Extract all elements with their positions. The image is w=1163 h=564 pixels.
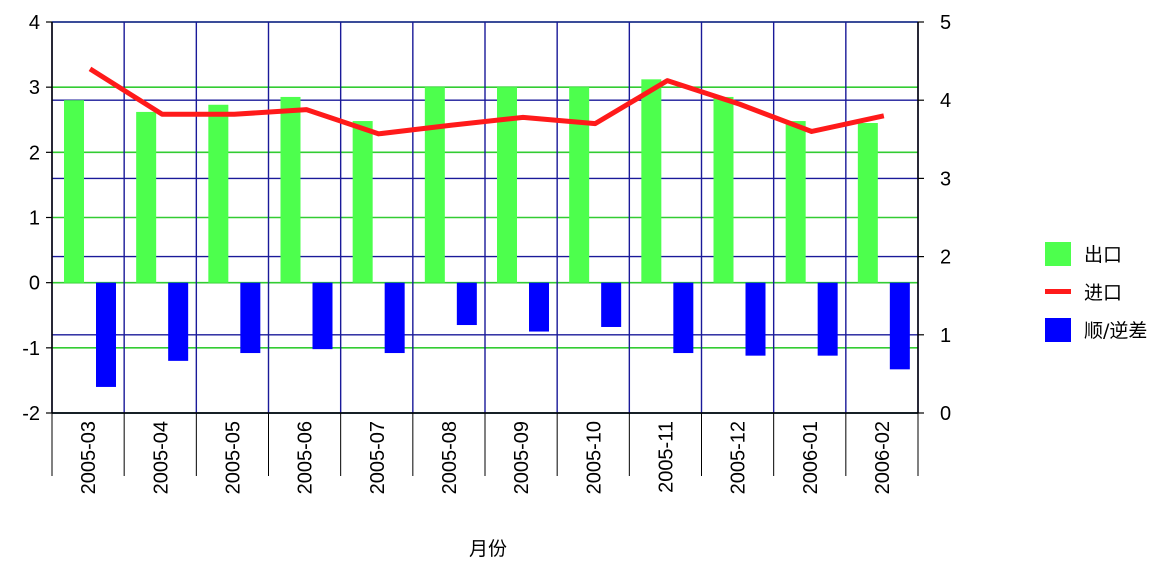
- bar-出口-2005-03: [64, 100, 84, 283]
- line-进口: [88, 66, 885, 137]
- bar-顺/逆差-2005-11: [673, 282, 694, 354]
- x-tick-label: 2005-04: [150, 421, 172, 494]
- bar-顺/逆差-2006-01: [817, 282, 838, 356]
- bar-顺/逆差-2005-12: [745, 282, 766, 356]
- y-tick-label-left: -2: [22, 403, 40, 425]
- bar-出口-2005-12: [713, 96, 734, 283]
- bar-出口-2005-08: [424, 87, 445, 283]
- y-tick-label-right: 0: [940, 403, 951, 425]
- bar-出口-2005-06: [280, 96, 301, 283]
- bar-出口-2005-10: [569, 87, 590, 283]
- bar-顺/逆差-2005-06: [312, 282, 333, 350]
- legend-swatch-进口: [1045, 289, 1071, 294]
- x-tick-label: 2005-11: [655, 421, 677, 493]
- bar-顺/逆差-2005-05: [240, 282, 261, 354]
- y-tick-label-right: 2: [940, 247, 951, 269]
- bar-出口-2006-01: [785, 121, 806, 283]
- y-tick-label-left: -1: [22, 338, 40, 360]
- y-tick-label-right: 3: [940, 168, 951, 190]
- x-tick-label: 2005-10: [583, 421, 605, 494]
- bar-出口-2005-07: [352, 121, 373, 283]
- bar-顺/逆差-2005-09: [529, 282, 549, 332]
- x-tick-label: 2006-01: [800, 421, 822, 494]
- x-tick-label: 2005-07: [367, 421, 389, 494]
- x-tick-label: 2006-02: [872, 421, 894, 494]
- x-tick-label: 2005-12: [728, 421, 750, 494]
- legend-label-进口: 进口: [1084, 282, 1122, 304]
- x-axis-label: 月份: [469, 538, 507, 560]
- x-tick-label: 2005-09: [511, 421, 533, 494]
- bar-出口-2005-09: [497, 87, 517, 283]
- y-tick-label-right: 1: [940, 325, 951, 347]
- y-tick-label-left: 3: [29, 77, 40, 99]
- bars: [64, 79, 910, 387]
- x-tick-label: 2005-06: [295, 421, 317, 494]
- y-tick-label-left: 4: [29, 12, 40, 34]
- bar-出口-2006-02: [857, 123, 878, 283]
- legend-swatch-出口: [1045, 242, 1071, 266]
- x-ticks: 2005-03 2005-04 2005-05 2005-06 2005-07 2005-…: [78, 421, 894, 494]
- legend-swatch-顺/逆差: [1045, 318, 1071, 342]
- bar-顺/逆差-2005-07: [384, 282, 405, 354]
- bar-顺/逆差-2005-03: [96, 282, 116, 387]
- y-ticks-left: 4 3 2 1 0 -1 -2: [22, 12, 52, 425]
- line-series: [88, 66, 885, 137]
- legend-label-出口: 出口: [1084, 244, 1122, 266]
- bar-顺/逆差-2006-02: [889, 282, 910, 370]
- y-tick-label-left: 1: [29, 208, 40, 230]
- y-ticks-right: 5 4 3 2 1 0: [918, 12, 951, 425]
- y-tick-label-left: 2: [29, 142, 40, 164]
- y-tick-label-right: 5: [940, 12, 951, 34]
- y-tick-label-right: 4: [940, 90, 951, 112]
- bar-出口-2005-11: [641, 79, 662, 283]
- legend-label-顺/逆差: 顺/逆差: [1084, 320, 1147, 342]
- bar-顺/逆差-2005-10: [601, 282, 622, 327]
- bar-顺/逆差-2005-08: [456, 282, 477, 326]
- bar-顺/逆差-2005-04: [168, 282, 189, 361]
- x-tick-label: 2005-08: [439, 421, 461, 494]
- bar-出口-2005-05: [208, 104, 229, 283]
- x-tick-label: 2005-03: [78, 421, 100, 494]
- bar-出口-2005-04: [136, 111, 157, 283]
- y-tick-label-left: 0: [29, 273, 40, 295]
- x-tick-label: 2005-05: [222, 421, 244, 494]
